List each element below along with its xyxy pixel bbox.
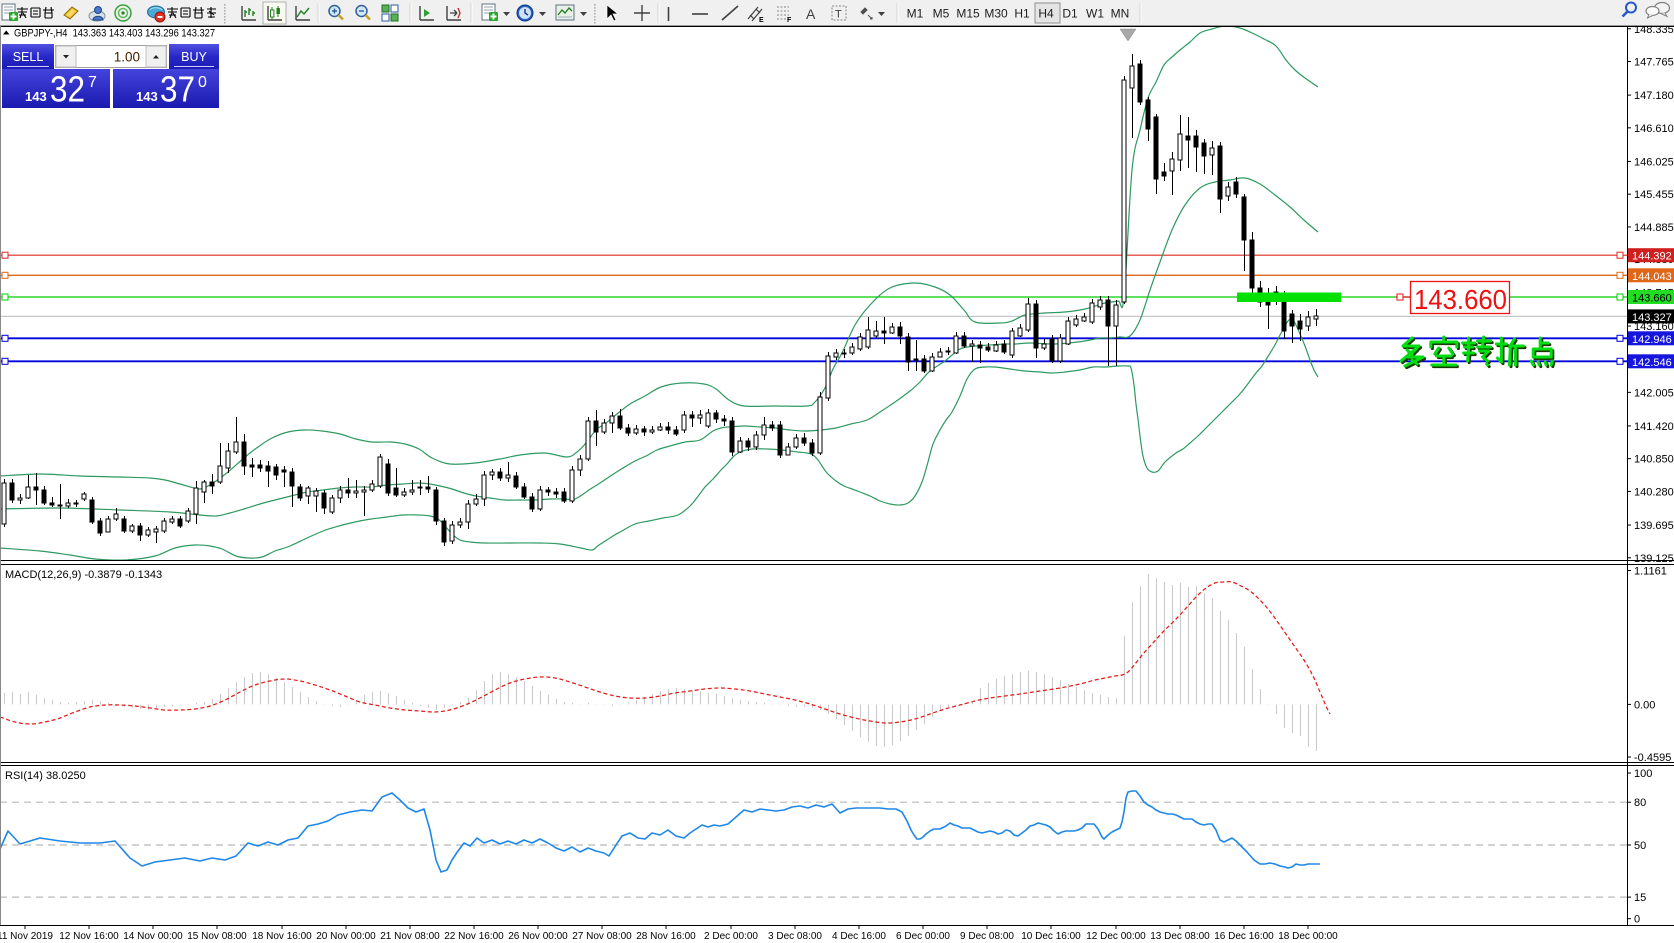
svg-text:27 Nov 08:00: 27 Nov 08:00 — [572, 931, 632, 942]
svg-text:0: 0 — [1634, 914, 1640, 926]
svg-text:139.695: 139.695 — [1634, 520, 1674, 532]
svg-text:15: 15 — [1634, 892, 1646, 904]
svg-text:12 Dec 00:00: 12 Dec 00:00 — [1086, 931, 1146, 942]
svg-text:13 Dec 08:00: 13 Dec 08:00 — [1150, 931, 1210, 942]
svg-text:147.765: 147.765 — [1634, 56, 1674, 68]
svg-text:SELL: SELL — [13, 50, 44, 64]
svg-text:6 Dec 00:00: 6 Dec 00:00 — [896, 931, 950, 942]
svg-text:142.546: 142.546 — [1632, 357, 1672, 369]
svg-text:15 Nov 08:00: 15 Nov 08:00 — [187, 931, 247, 942]
svg-text:18 Dec 00:00: 18 Dec 00:00 — [1278, 931, 1338, 942]
svg-text:GBPJPY-,H4 143.363 143.403 14: GBPJPY-,H4 143.363 143.403 143.296 143.3… — [14, 28, 215, 40]
svg-text:M30: M30 — [984, 7, 1008, 21]
svg-text:12 Nov 16:00: 12 Nov 16:00 — [59, 931, 119, 942]
svg-text:H1: H1 — [1014, 7, 1030, 21]
svg-text:M15: M15 — [956, 7, 980, 21]
svg-text:144.885: 144.885 — [1634, 222, 1674, 234]
svg-text:16 Dec 16:00: 16 Dec 16:00 — [1214, 931, 1274, 942]
svg-text:144.043: 144.043 — [1632, 271, 1672, 283]
svg-text:RSI(14) 38.0250: RSI(14) 38.0250 — [5, 770, 86, 782]
svg-text:32: 32 — [50, 69, 85, 110]
svg-text:20 Nov 00:00: 20 Nov 00:00 — [316, 931, 376, 942]
svg-text:28 Nov 16:00: 28 Nov 16:00 — [636, 931, 696, 942]
svg-text:BUY: BUY — [181, 50, 207, 64]
svg-text:F: F — [787, 17, 792, 24]
svg-text:147.180: 147.180 — [1634, 90, 1674, 102]
svg-text:140.280: 140.280 — [1634, 486, 1674, 498]
svg-text:3 Dec 08:00: 3 Dec 08:00 — [768, 931, 822, 942]
svg-text:143: 143 — [136, 89, 158, 104]
svg-text:141.420: 141.420 — [1634, 421, 1674, 433]
svg-text:11 Nov 2019: 11 Nov 2019 — [0, 931, 53, 942]
svg-text:2 Dec 00:00: 2 Dec 00:00 — [704, 931, 758, 942]
svg-text:50: 50 — [1634, 840, 1646, 852]
svg-text:0.00: 0.00 — [1634, 699, 1655, 711]
svg-text:143.660: 143.660 — [1632, 293, 1672, 305]
svg-text:146.610: 146.610 — [1634, 123, 1674, 135]
svg-text:140.850: 140.850 — [1634, 454, 1674, 466]
svg-text:W1: W1 — [1086, 7, 1104, 21]
svg-text:143: 143 — [25, 89, 47, 104]
svg-text:0: 0 — [198, 74, 207, 91]
svg-text:148.335: 148.335 — [1634, 24, 1674, 36]
svg-text:146.025: 146.025 — [1634, 156, 1674, 168]
svg-text:4 Dec 16:00: 4 Dec 16:00 — [832, 931, 886, 942]
svg-text:M5: M5 — [933, 7, 950, 21]
svg-text:10 Dec 16:00: 10 Dec 16:00 — [1021, 931, 1081, 942]
svg-text:143.660: 143.660 — [1414, 284, 1507, 315]
svg-text:A: A — [806, 6, 816, 22]
svg-text:144.392: 144.392 — [1632, 251, 1672, 263]
svg-text:D1: D1 — [1062, 7, 1078, 21]
svg-text:139.125: 139.125 — [1634, 553, 1674, 565]
svg-text:37: 37 — [160, 69, 195, 110]
svg-text:80: 80 — [1634, 797, 1646, 809]
svg-text:9 Dec 08:00: 9 Dec 08:00 — [960, 931, 1014, 942]
svg-text:-0.4595: -0.4595 — [1634, 752, 1671, 764]
svg-text:MN: MN — [1111, 7, 1130, 21]
svg-text:T: T — [835, 9, 842, 21]
svg-text:143.160: 143.160 — [1634, 321, 1674, 333]
svg-text:26 Nov 00:00: 26 Nov 00:00 — [508, 931, 568, 942]
svg-text:H4: H4 — [1038, 7, 1054, 21]
svg-text:22 Nov 16:00: 22 Nov 16:00 — [444, 931, 504, 942]
svg-text:100: 100 — [1634, 768, 1652, 780]
svg-text:21 Nov 08:00: 21 Nov 08:00 — [380, 931, 440, 942]
svg-text:MACD(12,26,9) -0.3879 -0.1343: MACD(12,26,9) -0.3879 -0.1343 — [5, 569, 162, 581]
svg-text:E: E — [759, 17, 764, 24]
svg-text:145.455: 145.455 — [1634, 189, 1674, 201]
svg-text:142.946: 142.946 — [1632, 334, 1672, 346]
svg-text:M1: M1 — [907, 7, 924, 21]
svg-text:7: 7 — [88, 74, 97, 91]
svg-text:14 Nov 00:00: 14 Nov 00:00 — [123, 931, 183, 942]
svg-text:1.1161: 1.1161 — [1634, 566, 1667, 578]
svg-text:142.005: 142.005 — [1634, 387, 1674, 399]
svg-text:143.327: 143.327 — [1632, 312, 1672, 324]
svg-text:1.00: 1.00 — [114, 50, 140, 65]
svg-text:18 Nov 16:00: 18 Nov 16:00 — [252, 931, 312, 942]
